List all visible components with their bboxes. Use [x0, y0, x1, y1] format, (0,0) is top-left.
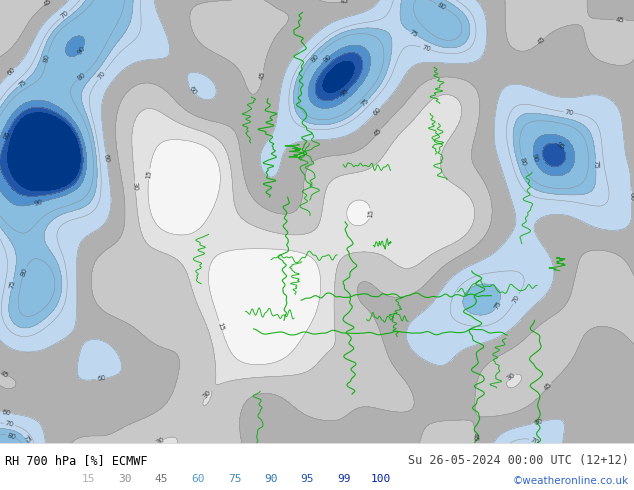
Text: 60: 60	[372, 106, 382, 117]
Text: 45: 45	[42, 0, 53, 7]
Text: 60: 60	[1, 409, 11, 416]
Text: Su 26-05-2024 00:00 UTC (12+12): Su 26-05-2024 00:00 UTC (12+12)	[408, 454, 629, 466]
Text: 75: 75	[228, 474, 242, 485]
Text: 45: 45	[615, 17, 624, 23]
Text: 60: 60	[187, 85, 197, 96]
Text: 70: 70	[4, 420, 15, 428]
Text: ©weatheronline.co.uk: ©weatheronline.co.uk	[513, 476, 629, 486]
Text: 60: 60	[6, 66, 17, 77]
Text: 45: 45	[536, 35, 547, 46]
Text: 95: 95	[339, 88, 350, 98]
Text: 80: 80	[436, 1, 447, 11]
Text: 60: 60	[103, 153, 110, 163]
Text: 70: 70	[96, 70, 107, 80]
Text: 75: 75	[493, 300, 503, 311]
Text: 45: 45	[373, 127, 384, 138]
Text: 95: 95	[3, 129, 12, 140]
Text: 70: 70	[511, 294, 521, 304]
Text: 30: 30	[155, 436, 165, 446]
Text: 90: 90	[264, 474, 278, 485]
Text: 45: 45	[472, 433, 479, 442]
Text: 75: 75	[17, 78, 28, 89]
Text: 15: 15	[82, 474, 96, 485]
Text: 45: 45	[155, 474, 169, 485]
Text: 75: 75	[593, 160, 599, 169]
Text: 95: 95	[301, 474, 314, 485]
Text: 30: 30	[202, 389, 212, 399]
Text: 99: 99	[337, 474, 351, 485]
Text: 15: 15	[216, 321, 225, 331]
Text: 80: 80	[43, 53, 51, 63]
Text: 45: 45	[340, 0, 350, 5]
Text: RH 700 hPa [%] ECMWF: RH 700 hPa [%] ECMWF	[5, 454, 148, 466]
Text: 90: 90	[322, 53, 333, 63]
Text: 45: 45	[259, 71, 266, 80]
Text: 75: 75	[360, 97, 371, 107]
Text: 30: 30	[119, 474, 132, 485]
Text: 80: 80	[310, 53, 321, 63]
Text: 80: 80	[519, 157, 527, 167]
Text: 80: 80	[76, 72, 87, 82]
Text: 45: 45	[543, 381, 553, 392]
Text: 80: 80	[20, 267, 29, 277]
Text: 70: 70	[564, 109, 574, 116]
Text: 90: 90	[76, 45, 86, 56]
Text: 60: 60	[628, 192, 634, 201]
Text: 100: 100	[370, 474, 391, 485]
Text: 30: 30	[132, 182, 138, 191]
Text: 15: 15	[146, 170, 153, 179]
Text: 80: 80	[6, 432, 16, 441]
Text: 90: 90	[34, 198, 44, 207]
Text: 75: 75	[9, 279, 16, 289]
Text: 60: 60	[533, 418, 543, 426]
Text: 90: 90	[531, 153, 539, 163]
Text: 75: 75	[21, 435, 31, 445]
Text: 70: 70	[59, 10, 70, 20]
Text: 60: 60	[191, 474, 205, 485]
Text: 75: 75	[408, 28, 418, 38]
Text: 70: 70	[420, 45, 431, 53]
Text: 95: 95	[555, 141, 566, 151]
Text: 30: 30	[506, 372, 517, 382]
Text: 60: 60	[97, 375, 107, 382]
Text: 15: 15	[367, 209, 374, 219]
Text: 70: 70	[529, 436, 540, 446]
Text: 45: 45	[0, 370, 10, 379]
